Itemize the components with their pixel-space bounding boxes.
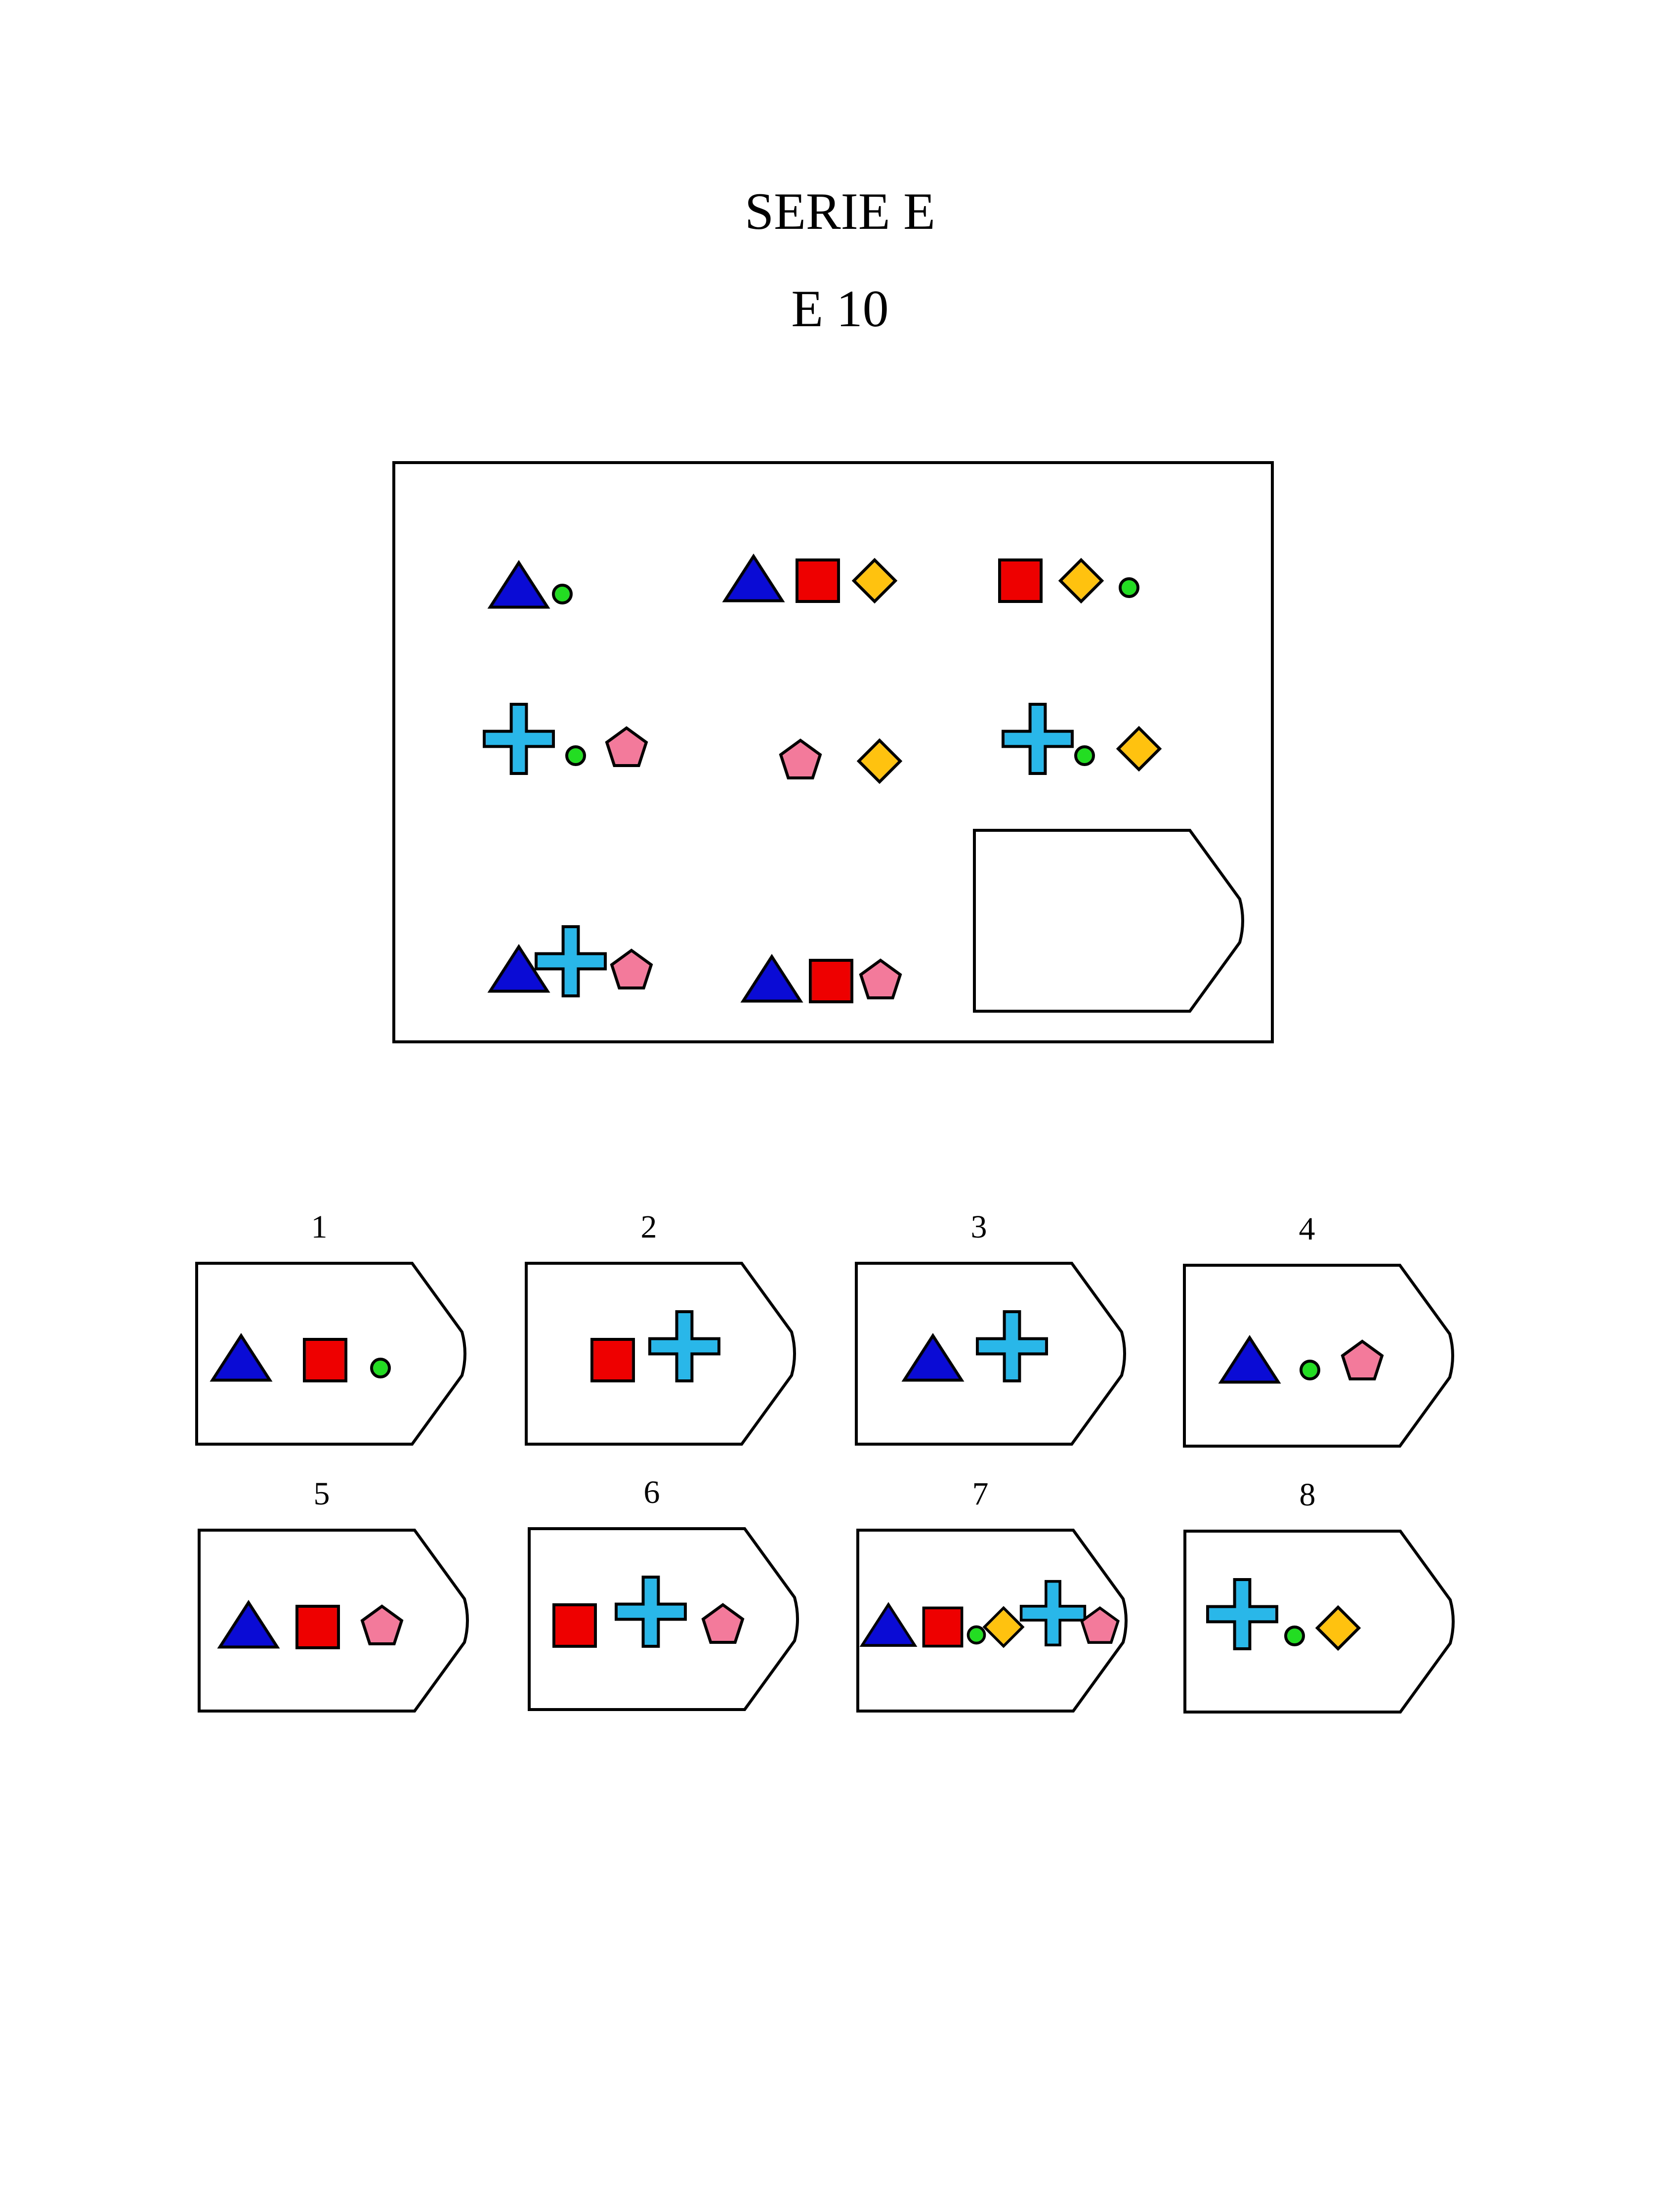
answer-option-6[interactable]: 6	[528, 1474, 799, 1711]
option-card[interactable]	[1183, 1264, 1454, 1448]
option-number: 8	[1300, 1477, 1316, 1513]
pentagon-icon	[1341, 1339, 1384, 1380]
matrix-cell	[1002, 703, 1162, 775]
triangle-icon	[487, 944, 550, 993]
triangle-icon	[859, 1602, 918, 1647]
diamond-icon	[982, 1606, 1025, 1648]
square-icon	[998, 558, 1043, 603]
square-icon	[552, 1603, 597, 1648]
triangle-icon	[1218, 1335, 1281, 1384]
cross-icon	[615, 1576, 687, 1648]
circle-icon	[966, 1625, 986, 1645]
square-icon	[303, 1338, 347, 1382]
matrix-cell	[722, 554, 898, 604]
matrix-frame	[392, 461, 1274, 1043]
pentagon-icon	[859, 958, 902, 999]
triangle-icon	[217, 1600, 280, 1649]
cross-icon	[1206, 1578, 1278, 1650]
matrix-cell	[779, 738, 903, 784]
option-number: 6	[644, 1474, 660, 1510]
option-card[interactable]	[1183, 1530, 1455, 1714]
option-number: 2	[641, 1209, 657, 1245]
option-number: 5	[314, 1476, 330, 1512]
square-icon	[809, 959, 853, 1003]
series-title: SERIE E	[745, 182, 935, 240]
diamond-icon	[856, 738, 903, 784]
pentagon-icon	[1080, 1606, 1120, 1644]
diamond-icon	[1116, 726, 1162, 772]
item-title: E 10	[791, 280, 889, 338]
diamond-icon	[1315, 1605, 1361, 1651]
matrix-grid	[483, 554, 1244, 1013]
circle-icon	[1119, 577, 1139, 598]
matrix-cell	[998, 557, 1139, 604]
answer-option-5[interactable]: 5	[198, 1476, 469, 1713]
pentagon-icon	[605, 726, 648, 767]
pentagon-icon	[701, 1603, 745, 1644]
option-number: 1	[311, 1209, 328, 1245]
circle-icon	[1074, 745, 1095, 766]
answer-option-7[interactable]: 7	[856, 1476, 1128, 1713]
cross-icon	[976, 1310, 1048, 1382]
triangle-icon	[901, 1333, 965, 1382]
circle-icon	[1300, 1360, 1320, 1380]
pentagon-icon	[610, 948, 653, 989]
triangle-icon	[740, 954, 803, 1003]
circle-icon	[552, 584, 573, 604]
diamond-icon	[851, 557, 898, 604]
square-icon	[796, 558, 840, 603]
option-number: 4	[1299, 1211, 1315, 1247]
cross-icon	[483, 703, 555, 775]
answer-option-8[interactable]: 8	[1183, 1477, 1455, 1714]
cross-icon	[648, 1310, 720, 1382]
circle-icon	[565, 745, 586, 766]
diamond-icon	[1058, 557, 1104, 604]
triangle-icon	[487, 560, 550, 609]
matrix-cell	[483, 703, 648, 775]
cross-icon	[535, 925, 607, 997]
matrix-cell	[487, 925, 653, 997]
answer-slot[interactable]	[973, 829, 1244, 1013]
answer-options: 1 2 3 4 5 6 7 8	[195, 1209, 1455, 1714]
cross-icon	[1002, 703, 1074, 775]
pentagon-icon	[360, 1604, 404, 1645]
answer-option-2[interactable]: 2	[525, 1209, 796, 1446]
pentagon-icon	[779, 738, 822, 779]
square-icon	[922, 1606, 964, 1648]
option-number: 3	[971, 1209, 987, 1245]
matrix-cell	[740, 954, 902, 1003]
circle-icon	[1284, 1626, 1305, 1646]
circle-icon	[370, 1358, 391, 1378]
option-number: 7	[972, 1476, 989, 1512]
square-icon	[295, 1605, 340, 1649]
cross-icon	[1019, 1580, 1087, 1647]
answer-option-1[interactable]: 1	[195, 1209, 466, 1446]
answer-option-4[interactable]: 4	[1183, 1211, 1454, 1448]
answer-option-3[interactable]: 3	[855, 1209, 1126, 1446]
square-icon	[590, 1338, 635, 1382]
matrix-cell	[487, 560, 573, 609]
triangle-icon	[210, 1333, 273, 1382]
triangle-icon	[722, 554, 785, 602]
